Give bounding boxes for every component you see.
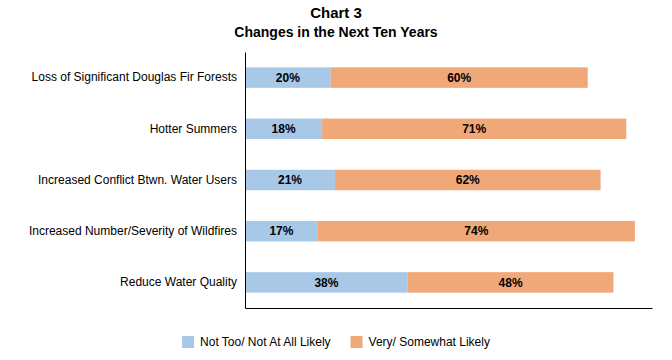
y-tick-label: Reduce Water Quality (120, 275, 237, 289)
data-label: 74% (464, 224, 488, 238)
chart: Chart 3 Changes in the Next Ten Years Loss… (0, 0, 672, 360)
data-label: 20% (276, 71, 300, 85)
y-tick-label: Hotter Summers (150, 122, 237, 136)
data-label: 18% (272, 122, 296, 136)
y-tick-label: Loss of Significant Douglas Fir Forests (32, 70, 237, 84)
series-bars (318, 67, 635, 292)
legend-label: Not Too/ Not At All Likely (200, 335, 331, 349)
title: Chart 3 (310, 4, 362, 21)
data-label: 71% (462, 122, 486, 136)
bar (408, 272, 614, 292)
bar (318, 221, 635, 241)
y-tick: Increased Conflict Btwn. Water Users (38, 173, 237, 187)
y-tick: Reduce Water Quality (120, 275, 237, 289)
x-axis-line (246, 308, 653, 309)
legend-item: Not Too/ Not At All Likely (182, 335, 331, 349)
y-tick: Increased Number/Severity of Wildfires (29, 224, 237, 238)
legend-swatch (351, 336, 363, 348)
bars (245, 67, 635, 292)
legend-swatch (182, 336, 194, 348)
data-label: 60% (447, 71, 471, 85)
bar (245, 272, 408, 292)
bar (335, 170, 601, 190)
data-labels: 20% 18% 21% 17% 38% 60% 71% 62% 74% 48% (269, 71, 523, 290)
legend-label: Very/ Somewhat Likely (369, 335, 490, 349)
bar (245, 67, 331, 87)
y-tick: Loss of Significant Douglas Fir Forests (32, 70, 237, 84)
bar (245, 119, 322, 139)
bar (331, 67, 588, 87)
data-label: 17% (269, 224, 293, 238)
data-label: 62% (456, 173, 480, 187)
y-tick-label: Increased Conflict Btwn. Water Users (38, 173, 237, 187)
x-axis (246, 308, 653, 309)
subtitle: Changes in the Next Ten Years (234, 24, 438, 40)
bar (245, 221, 318, 241)
data-label: 48% (499, 276, 523, 290)
data-label: 21% (278, 173, 302, 187)
legend-item: Very/ Somewhat Likely (351, 335, 490, 349)
bar (245, 170, 335, 190)
y-axis-line (245, 53, 246, 309)
plot: Loss of Significant Douglas Fir Forests H… (29, 53, 653, 309)
y-axis: Loss of Significant Douglas Fir Forests H… (29, 53, 246, 309)
legend: Not Too/ Not At All Likely Very/ Somewhat… (182, 335, 490, 349)
y-tick: Hotter Summers (150, 122, 237, 136)
data-label: 38% (314, 276, 338, 290)
bar (322, 119, 626, 139)
y-tick-label: Increased Number/Severity of Wildfires (29, 224, 237, 238)
